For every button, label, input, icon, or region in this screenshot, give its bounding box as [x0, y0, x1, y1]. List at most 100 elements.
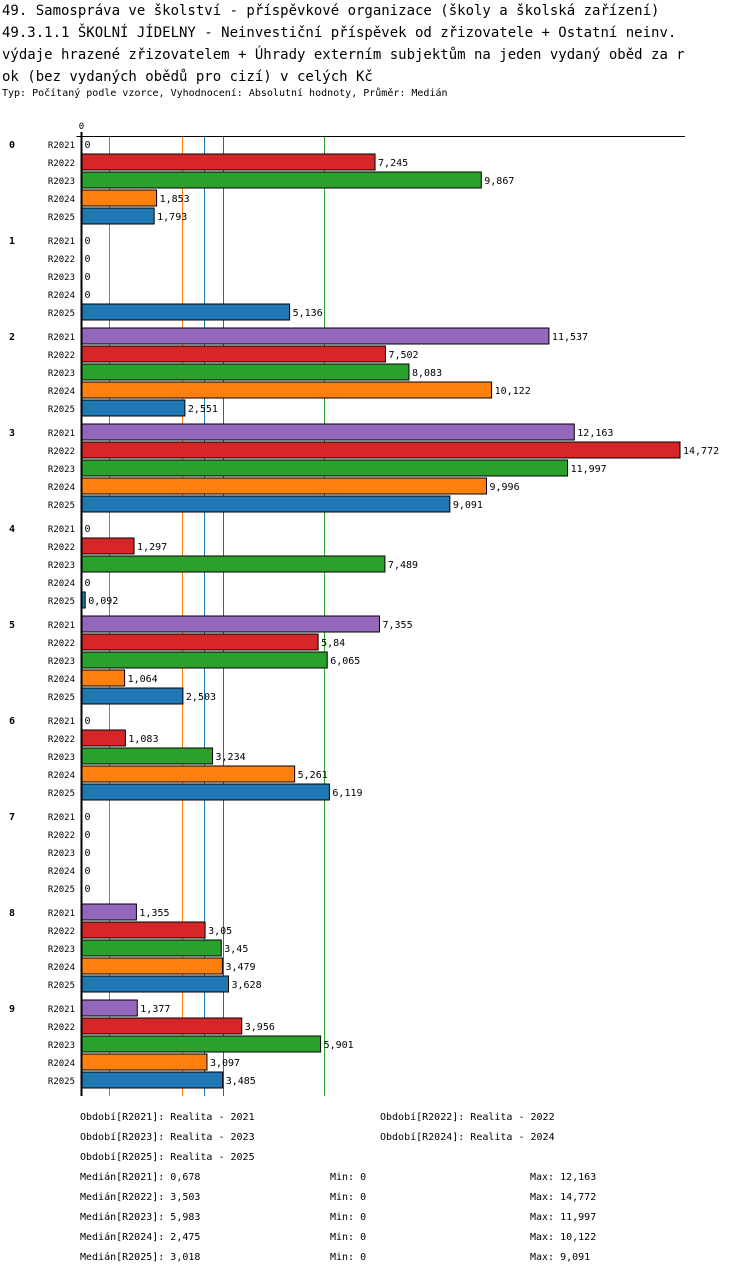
data-label: 3,479	[225, 962, 255, 973]
data-label: 3,45	[224, 944, 248, 955]
data-label: 0	[85, 848, 91, 859]
category-label: 3	[9, 428, 15, 439]
bar-r2025-1	[81, 303, 291, 321]
series-label: R2023	[48, 657, 75, 667]
data-label: 3,485	[226, 1076, 256, 1087]
series-label: R2022	[48, 735, 75, 745]
bar-r2023-2	[81, 363, 410, 381]
chart-title-line-4: ok (bez vydaných obědů pro cizí) v celýc…	[2, 69, 373, 85]
category-label: 1	[9, 236, 15, 247]
series-label: R2021	[48, 717, 75, 727]
data-label: 9,091	[453, 500, 483, 511]
series-label: R2023	[48, 465, 75, 475]
data-label: 3,628	[231, 980, 261, 991]
category-label: 5	[9, 620, 15, 631]
series-label: R2021	[48, 909, 75, 919]
bar-r2023-3	[81, 459, 569, 477]
data-label: 0	[85, 254, 91, 265]
series-label: R2022	[48, 831, 75, 841]
legend-median-r2021: Medián[R2021]: 0,678	[80, 1172, 201, 1183]
bar-r2022-4	[81, 537, 135, 555]
series-label: R2025	[48, 693, 75, 703]
series-label: R2025	[48, 213, 75, 223]
series-label: R2022	[48, 255, 75, 265]
series-label: R2021	[48, 1005, 75, 1015]
data-label: 0	[85, 866, 91, 877]
series-label: R2022	[48, 447, 75, 457]
data-label: 6,119	[332, 788, 362, 799]
bar-r2025-5	[81, 687, 184, 705]
data-label: 0	[85, 140, 91, 151]
series-label: R2025	[48, 885, 75, 895]
data-label: 6,065	[330, 656, 360, 667]
data-label: 5,136	[293, 308, 323, 319]
legend-period-r2021: Období[R2021]: Realita - 2021	[80, 1112, 255, 1123]
series-label: R2021	[48, 429, 75, 439]
series-label: R2024	[48, 1059, 75, 1069]
data-label: 3,956	[245, 1022, 275, 1033]
series-label: R2024	[48, 483, 75, 493]
data-label: 14,772	[683, 446, 719, 457]
series-label: R2024	[48, 387, 75, 397]
data-label: 0	[85, 272, 91, 283]
series-label: R2023	[48, 177, 75, 187]
bar-r2025-3	[81, 495, 451, 513]
data-label: 10,122	[495, 386, 531, 397]
data-label: 5,261	[298, 770, 328, 781]
data-label: 7,489	[388, 560, 418, 571]
bar-r2024-6	[81, 765, 296, 783]
category-label: 7	[9, 812, 15, 823]
data-label: 5,901	[324, 1040, 354, 1051]
data-label: 0	[85, 884, 91, 895]
bar-r2022-2	[81, 345, 386, 363]
legend-min-r2021: Min: 0	[330, 1172, 367, 1183]
bar-r2022-9	[81, 1017, 243, 1035]
series-label: R2022	[48, 543, 75, 553]
series-label: R2021	[48, 813, 75, 823]
bar-r2024-2	[81, 381, 493, 399]
chart-title-line-2: 49.3.1.1 ŠKOLNÍ JÍDELNY - Neinvestiční p…	[2, 25, 677, 41]
series-label: R2021	[48, 141, 75, 151]
series-label: R2023	[48, 1041, 75, 1051]
data-label: 0	[85, 716, 91, 727]
data-label: 0	[85, 578, 91, 589]
data-label: 11,537	[552, 332, 588, 343]
series-label: R2025	[48, 981, 75, 991]
series-label: R2022	[48, 927, 75, 937]
legend-period-r2023: Období[R2023]: Realita - 2023	[80, 1132, 255, 1143]
bar-r2023-9	[81, 1035, 322, 1053]
legend-period-r2024: Období[R2024]: Realita - 2024	[380, 1132, 555, 1143]
category-label: 8	[9, 908, 15, 919]
legend-max-r2025: Max: 9,091	[530, 1252, 591, 1263]
series-label: R2021	[48, 333, 75, 343]
bar-r2025-6	[81, 783, 330, 801]
series-label: R2024	[48, 963, 75, 973]
series-label: R2023	[48, 273, 75, 283]
series-label: R2024	[48, 675, 75, 685]
bar-r2025-9	[81, 1071, 224, 1089]
category-label: 9	[9, 1004, 15, 1015]
series-label: R2022	[48, 159, 75, 169]
bar-r2025-0	[81, 207, 155, 225]
data-label: 11,997	[571, 464, 607, 475]
category-label: 0	[9, 140, 15, 151]
series-label: R2023	[48, 945, 75, 955]
bar-r2024-8	[81, 957, 223, 975]
bar-r2025-8	[81, 975, 229, 993]
series-label: R2025	[48, 309, 75, 319]
legend-max-r2023: Max: 11,997	[530, 1212, 597, 1223]
series-label: R2022	[48, 351, 75, 361]
data-label: 7,355	[382, 620, 412, 631]
data-label: 1,853	[160, 194, 190, 205]
data-label: 2,503	[186, 692, 216, 703]
bar-r2024-3	[81, 477, 487, 495]
bar-r2024-0	[81, 189, 158, 207]
bar-r2024-9	[81, 1053, 208, 1071]
series-label: R2021	[48, 237, 75, 247]
chart-title-line-3: výdaje hrazené zřizovatelem + Úhrady ext…	[2, 47, 685, 63]
series-label: R2023	[48, 849, 75, 859]
series-label: R2023	[48, 561, 75, 571]
data-label: 8,083	[412, 368, 442, 379]
data-label: 1,083	[128, 734, 158, 745]
legend-max-r2024: Max: 10,122	[530, 1232, 597, 1243]
